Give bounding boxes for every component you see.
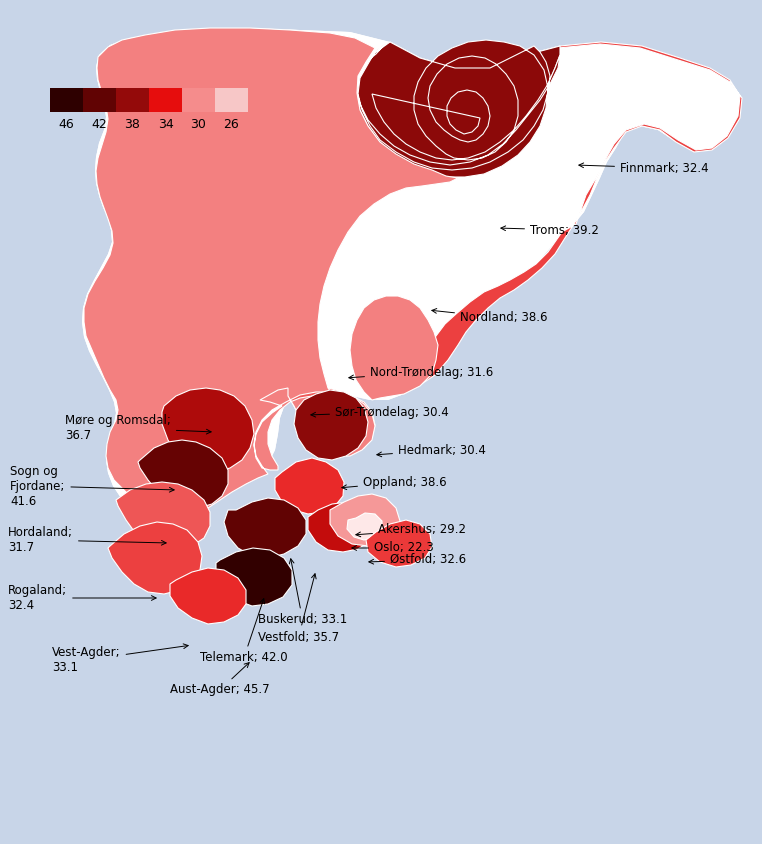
Text: 26: 26 bbox=[223, 118, 239, 131]
Bar bbox=[149, 88, 182, 112]
Text: 34: 34 bbox=[158, 118, 174, 131]
Text: Sør-Trøndelag; 30.4: Sør-Trøndelag; 30.4 bbox=[311, 405, 449, 419]
Polygon shape bbox=[294, 390, 368, 460]
Bar bbox=[50, 88, 83, 112]
Text: Buskerud; 33.1: Buskerud; 33.1 bbox=[258, 559, 347, 626]
Polygon shape bbox=[308, 502, 376, 552]
Polygon shape bbox=[108, 522, 202, 594]
Bar bbox=[215, 88, 248, 112]
Text: Rogaland;
32.4: Rogaland; 32.4 bbox=[8, 584, 156, 612]
Text: 46: 46 bbox=[59, 118, 75, 131]
Polygon shape bbox=[82, 28, 742, 516]
Bar bbox=[182, 88, 215, 112]
Polygon shape bbox=[170, 568, 246, 624]
Polygon shape bbox=[356, 40, 560, 177]
Bar bbox=[116, 88, 149, 112]
Text: Oslo; 22.3: Oslo; 22.3 bbox=[352, 542, 434, 555]
Text: Telemark; 42.0: Telemark; 42.0 bbox=[200, 598, 287, 664]
Text: Oppland; 38.6: Oppland; 38.6 bbox=[342, 475, 447, 490]
Polygon shape bbox=[275, 458, 344, 514]
Polygon shape bbox=[288, 386, 375, 456]
Text: Sogn og
Fjordane;
41.6: Sogn og Fjordane; 41.6 bbox=[10, 464, 174, 507]
Text: Hordaland;
31.7: Hordaland; 31.7 bbox=[8, 526, 166, 554]
Text: Møre og Romsdal;
36.7: Møre og Romsdal; 36.7 bbox=[65, 414, 211, 442]
Polygon shape bbox=[84, 28, 458, 516]
Polygon shape bbox=[372, 42, 560, 160]
Text: Vest-Agder;
33.1: Vest-Agder; 33.1 bbox=[52, 644, 188, 674]
Text: Akershus; 29.2: Akershus; 29.2 bbox=[356, 523, 466, 537]
Text: Hedmark; 30.4: Hedmark; 30.4 bbox=[377, 443, 486, 457]
Text: Nord-Trøndelag; 31.6: Nord-Trøndelag; 31.6 bbox=[349, 365, 493, 380]
Text: Nordland; 38.6: Nordland; 38.6 bbox=[432, 309, 548, 324]
Text: Østfold; 32.6: Østfold; 32.6 bbox=[369, 554, 466, 566]
Text: 42: 42 bbox=[91, 118, 107, 131]
Polygon shape bbox=[138, 440, 228, 508]
Polygon shape bbox=[224, 498, 306, 558]
Text: Vestfold; 35.7: Vestfold; 35.7 bbox=[258, 574, 339, 643]
Polygon shape bbox=[82, 28, 742, 516]
Polygon shape bbox=[116, 482, 210, 550]
Polygon shape bbox=[162, 388, 254, 472]
Text: Finnmark; 32.4: Finnmark; 32.4 bbox=[579, 161, 709, 175]
Text: 38: 38 bbox=[124, 118, 140, 131]
Polygon shape bbox=[347, 513, 382, 540]
Polygon shape bbox=[366, 520, 432, 567]
Polygon shape bbox=[330, 494, 400, 546]
Polygon shape bbox=[216, 548, 292, 606]
Text: Troms; 39.2: Troms; 39.2 bbox=[501, 224, 599, 236]
Text: 30: 30 bbox=[190, 118, 207, 131]
Text: Aust-Agder; 45.7: Aust-Agder; 45.7 bbox=[170, 663, 270, 696]
Polygon shape bbox=[408, 42, 742, 390]
Polygon shape bbox=[350, 296, 438, 400]
Bar bbox=[83, 88, 116, 112]
